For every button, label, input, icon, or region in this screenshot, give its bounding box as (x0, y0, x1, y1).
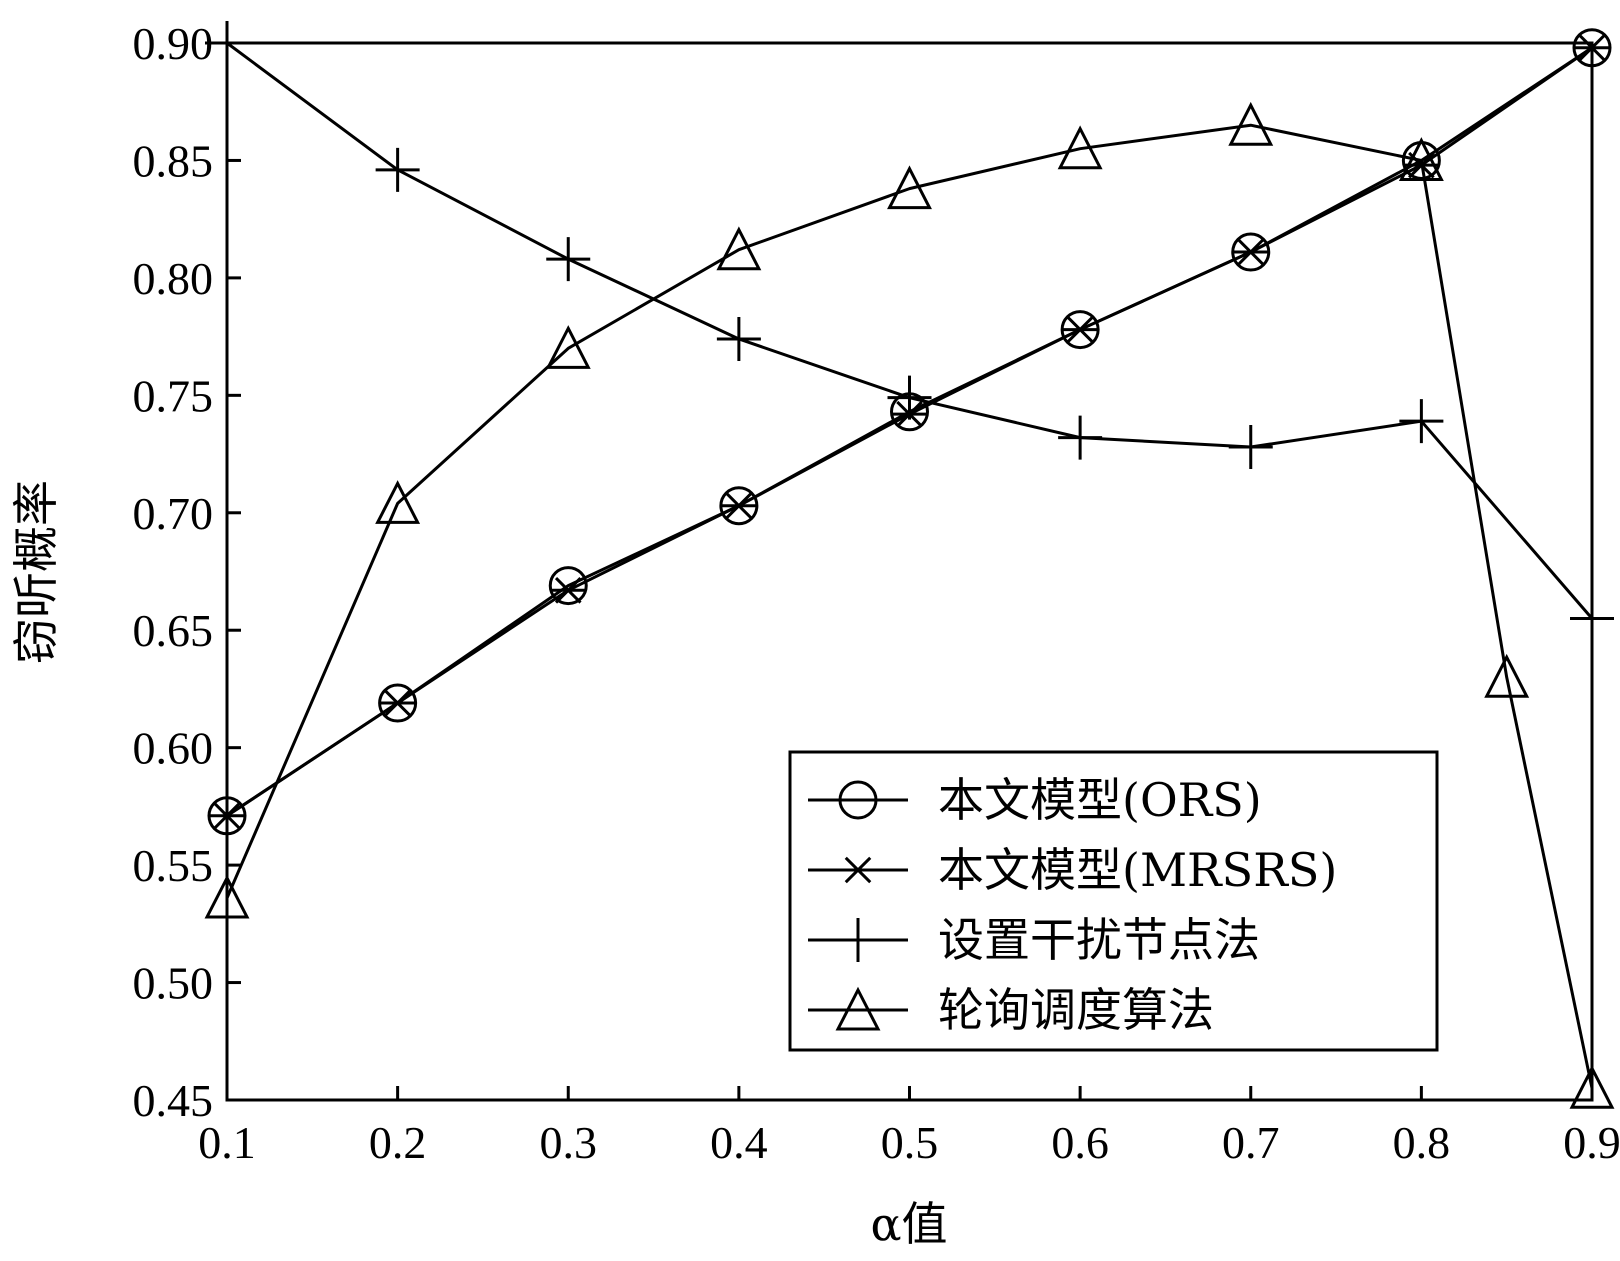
data-point-plus (375, 147, 420, 192)
data-point-triangle (1569, 1064, 1615, 1109)
data-point-plus (1228, 425, 1273, 470)
data-point-circle (1572, 28, 1612, 68)
x-tick-label: 0.9 (1563, 1117, 1620, 1168)
data-point-circle (548, 566, 588, 606)
data-point-plus (1058, 415, 1103, 460)
legend-box (788, 750, 1439, 1052)
y-tick-label: 0.65 (133, 605, 214, 656)
data-point-asterisk (1063, 316, 1098, 343)
series-line (226, 46, 1593, 818)
axis-ticks: 0.1 0.2 0.3 0.4 0.5 0.6 0.7 0.8 0.9 0.45 0.50 0.55 0… (133, 18, 1620, 1168)
data-point-asterisk (1233, 238, 1268, 266)
series-line (225, 123, 1594, 1089)
data-point-asterisk (551, 576, 586, 604)
series-circle (207, 28, 1612, 836)
x-tick-label: 0.2 (369, 1117, 427, 1168)
data-point-asterisk (210, 802, 244, 830)
data-point-asterisk (1575, 34, 1609, 61)
x-tick-label: 0.8 (1393, 1117, 1451, 1168)
data-point-triangle (1484, 653, 1530, 698)
data-point-circle (1231, 232, 1271, 272)
series-layer (204, 21, 1615, 1109)
x-tick-label: 0.5 (881, 1117, 939, 1168)
data-point-plus (205, 21, 249, 65)
legend-marker-circle (838, 780, 878, 820)
series-line (226, 46, 1593, 818)
series-triangle (204, 101, 1615, 1109)
legend-item: 本文模型(ORS) (808, 773, 1262, 827)
legend-item: 本文模型(MRSRS) (808, 843, 1337, 897)
data-point-circle (719, 486, 759, 526)
y-tick-label: 0.50 (133, 958, 214, 1009)
legend-label: 轮询调度算法 (938, 983, 1214, 1037)
data-point-asterisk (721, 492, 756, 520)
y-tick-label: 0.55 (133, 840, 214, 891)
y-tick-label: 0.85 (133, 135, 214, 186)
data-point-triangle (1228, 101, 1274, 146)
x-tick-label: 0.6 (1051, 1117, 1109, 1168)
legend-item: 轮询调度算法 (808, 983, 1214, 1037)
legend-item: 设置干扰节点法 (808, 913, 1260, 967)
legend-marker-triangle (835, 986, 881, 1031)
data-point-triangle (204, 874, 250, 919)
data-point-triangle (1057, 125, 1103, 170)
data-point-circle (1060, 310, 1100, 350)
y-tick-label: 0.45 (133, 1075, 214, 1126)
data-point-triangle (887, 165, 932, 210)
x-axis-title: α值 (870, 1197, 947, 1251)
data-point-plus (887, 375, 932, 420)
data-point-triangle (1398, 137, 1444, 181)
legend-marker-plus (836, 918, 880, 962)
y-axis-title: 窃听概率 (9, 480, 63, 664)
data-point-circle (378, 683, 418, 723)
data-point-triangle (716, 226, 762, 271)
x-tick-label: 0.4 (710, 1117, 768, 1168)
data-point-plus (546, 237, 591, 282)
legend-label: 本文模型(MRSRS) (938, 843, 1337, 897)
data-point-circle (207, 796, 247, 836)
data-point-asterisk (380, 689, 415, 717)
data-point-plus (1570, 596, 1614, 641)
legend-label: 设置干扰节点法 (938, 913, 1260, 967)
y-tick-label: 0.90 (133, 18, 214, 69)
x-tick-label: 0.3 (540, 1117, 598, 1168)
series-plus (205, 21, 1614, 641)
legend-marker-asterisk (841, 856, 875, 884)
data-point-triangle (545, 325, 591, 369)
y-tick-label: 0.60 (133, 723, 214, 774)
y-tick-label: 0.70 (133, 488, 214, 539)
y-tick-label: 0.75 (133, 370, 214, 421)
data-point-triangle (375, 480, 421, 524)
legend-label: 本文模型(ORS) (938, 773, 1262, 827)
data-point-plus (716, 316, 761, 361)
x-tick-label: 0.1 (198, 1117, 256, 1168)
data-point-plus (1399, 399, 1444, 444)
x-tick-label: 0.7 (1222, 1117, 1280, 1168)
series-line (226, 41, 1594, 620)
y-tick-label: 0.80 (133, 253, 214, 304)
